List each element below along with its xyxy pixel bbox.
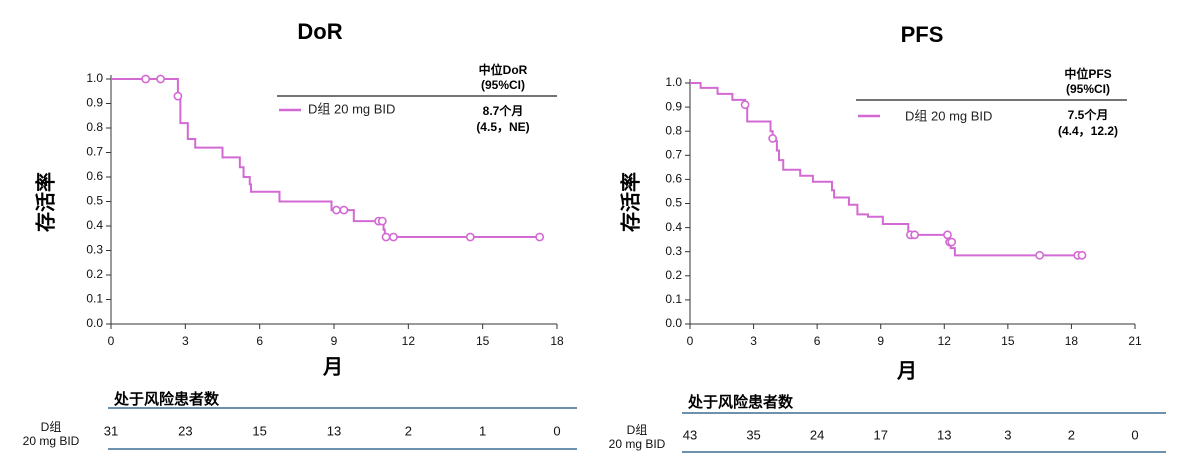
- y-tick-label: 0.5: [665, 196, 682, 210]
- legend-median-value: (4.5，NE): [476, 120, 529, 134]
- km-curve: [690, 82, 1085, 257]
- risk-table-count: 13: [327, 423, 341, 438]
- y-tick-label: 0.9: [665, 99, 682, 113]
- y-tick-label: 0.2: [665, 268, 682, 282]
- y-tick-label: 0.8: [86, 120, 103, 134]
- y-tick-label: 0.7: [86, 145, 103, 159]
- risk-table-count: 2: [1068, 427, 1075, 442]
- risk-table-count: 1: [479, 423, 486, 438]
- y-tick-label: 0.3: [665, 244, 682, 258]
- censor-mark: [1035, 250, 1045, 260]
- censor-mark: [381, 232, 391, 242]
- risk-table-count: 13: [937, 427, 951, 442]
- x-tick-label: 9: [877, 334, 884, 348]
- km-curve: [111, 78, 540, 239]
- x-tick-label: 0: [687, 334, 694, 348]
- x-tick-label: 18: [1065, 334, 1079, 348]
- risk-table-count: 24: [810, 427, 824, 442]
- legend-series-name: D组 20 mg BID: [308, 101, 395, 116]
- censor-mark: [339, 205, 349, 215]
- risk-table-count: 43: [683, 427, 697, 442]
- chart-pfs: PFS 0.0 0.1 0.2 0.3 0.4 0.5 0.6 0.7 0.8 0.9 1.0 0 3 6 9…: [609, 22, 1166, 453]
- y-tick-label: 1.0: [665, 75, 682, 89]
- legend-header: (95%CI): [481, 78, 525, 92]
- y-tick-label: 0.7: [665, 147, 682, 161]
- x-tick-label: 6: [256, 334, 263, 348]
- risk-table-row-label: D组: [41, 420, 62, 434]
- legend-series-name: D组 20 mg BID: [905, 108, 992, 123]
- x-tick-label: 18: [550, 334, 564, 348]
- x-tick-label: 6: [814, 334, 821, 348]
- risk-table-count: 2: [405, 423, 412, 438]
- x-tick-label: 12: [402, 334, 416, 348]
- y-axis-label: 存活率: [618, 172, 642, 232]
- risk-table-count: 15: [252, 423, 266, 438]
- censor-mark: [910, 230, 920, 240]
- censor-mark: [141, 74, 151, 84]
- chart-title: DoR: [297, 19, 342, 44]
- legend-median-value: 8.7个月: [483, 103, 524, 118]
- y-tick-label: 0.1: [86, 292, 103, 306]
- censor-mark: [947, 237, 957, 247]
- y-tick-label: 0.3: [86, 243, 103, 257]
- x-tick-label: 15: [1001, 334, 1015, 348]
- risk-table-title: 处于风险患者数: [113, 390, 220, 408]
- censor-mark: [332, 205, 341, 215]
- x-tick-label: 15: [476, 334, 490, 348]
- risk-table-row-label: 20 mg BID: [23, 434, 80, 448]
- risk-table-count: 23: [178, 423, 192, 438]
- y-tick-label: 0.5: [86, 194, 103, 208]
- legend-header: 中位PFS: [1064, 66, 1111, 81]
- risk-table-title: 处于风险患者数: [687, 393, 794, 411]
- censor-mark: [943, 230, 952, 240]
- y-tick-label: 1.0: [86, 71, 103, 85]
- censor-mark: [465, 232, 475, 242]
- censor-mark: [768, 134, 778, 143]
- legend-header: (95%CI): [1066, 82, 1110, 96]
- risk-table-row-label: 20 mg BID: [609, 437, 666, 451]
- y-tick-label: 0.9: [86, 96, 103, 110]
- x-axis-label: 月: [896, 360, 917, 382]
- y-tick-label: 0.4: [665, 220, 682, 234]
- y-tick-label: 0.8: [665, 123, 682, 137]
- legend-header: 中位DoR: [479, 62, 528, 77]
- risk-table-count: 35: [746, 427, 760, 442]
- y-axis-label: 存活率: [33, 172, 57, 232]
- legend-median-value: (4.4，12.2): [1058, 124, 1118, 138]
- risk-table-row-label: D组: [627, 423, 648, 437]
- x-tick-label: 0: [108, 334, 115, 348]
- censor-mark: [1077, 250, 1087, 260]
- y-tick-label: 0.4: [86, 218, 103, 232]
- risk-table-count: 17: [873, 427, 887, 442]
- x-axis-label: 月: [322, 356, 343, 378]
- legend-median-value: 7.5个月: [1068, 107, 1109, 122]
- chart-dor: DoR 0.0 0.1 0.2 0.3 0.4 0.5 0.6 0.7 0.8 0.9 1.0 0 3 6 9…: [23, 19, 577, 450]
- y-tick-label: 0.0: [86, 316, 103, 330]
- risk-table-count: 3: [1004, 427, 1011, 442]
- y-tick-label: 0.6: [86, 169, 103, 183]
- censor-mark: [535, 232, 545, 242]
- x-tick-label: 3: [182, 334, 189, 348]
- censor-mark: [389, 232, 398, 242]
- y-tick-label: 0.1: [665, 292, 682, 306]
- chart-title: PFS: [901, 22, 944, 47]
- censor-mark: [173, 91, 183, 101]
- y-tick-label: 0.0: [665, 316, 682, 330]
- x-tick-label: 9: [331, 334, 338, 348]
- censor-mark: [156, 74, 165, 84]
- risk-table-count: 31: [104, 423, 118, 438]
- censor-mark: [377, 216, 387, 226]
- risk-table-count: 0: [1131, 427, 1138, 442]
- x-tick-label: 3: [750, 334, 757, 348]
- x-tick-label: 21: [1128, 334, 1142, 348]
- y-tick-label: 0.6: [665, 172, 682, 186]
- y-tick-label: 0.2: [86, 267, 103, 281]
- censor-mark: [740, 100, 750, 110]
- x-tick-label: 12: [938, 334, 952, 348]
- risk-table-count: 0: [553, 423, 560, 438]
